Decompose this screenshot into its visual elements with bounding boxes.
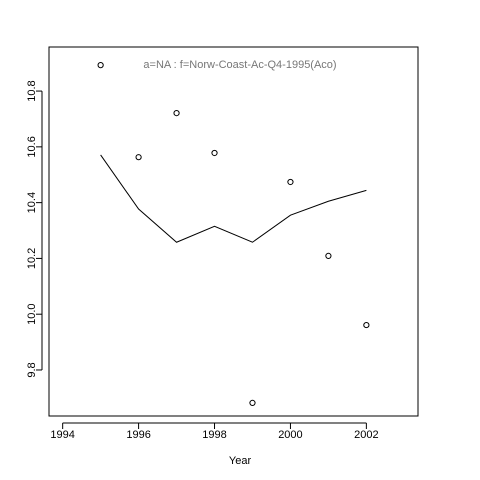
x-tick-label: 1994: [50, 429, 74, 441]
x-tick-label: 2002: [354, 429, 378, 441]
y-tick-label: 10.8: [26, 80, 38, 101]
y-tick-label: 10.6: [26, 136, 38, 157]
data-point: [97, 62, 104, 69]
data-point: [173, 110, 180, 117]
y-tick-label: 10.4: [26, 192, 38, 213]
data-line: [100, 154, 367, 243]
x-tick-label: 1996: [126, 429, 150, 441]
data-point: [249, 399, 256, 406]
y-tick-label: 9.8: [26, 362, 38, 377]
plot-frame: [48, 46, 419, 417]
data-point: [325, 252, 332, 260]
y-tick-label: 10.0: [26, 303, 38, 324]
y-tick-label: 10.2: [26, 248, 38, 269]
x-axis-label: Year: [229, 455, 252, 467]
x-tick-label: 2000: [278, 429, 302, 441]
data-point: [363, 321, 370, 329]
data-point: [211, 149, 218, 157]
data-point: [287, 178, 294, 186]
x-tick-label: 1998: [202, 429, 226, 441]
data-point: [135, 154, 142, 161]
chart-title: a=NA : f=Norw-Coast-Ac-Q4-1995(Aco): [143, 59, 336, 71]
